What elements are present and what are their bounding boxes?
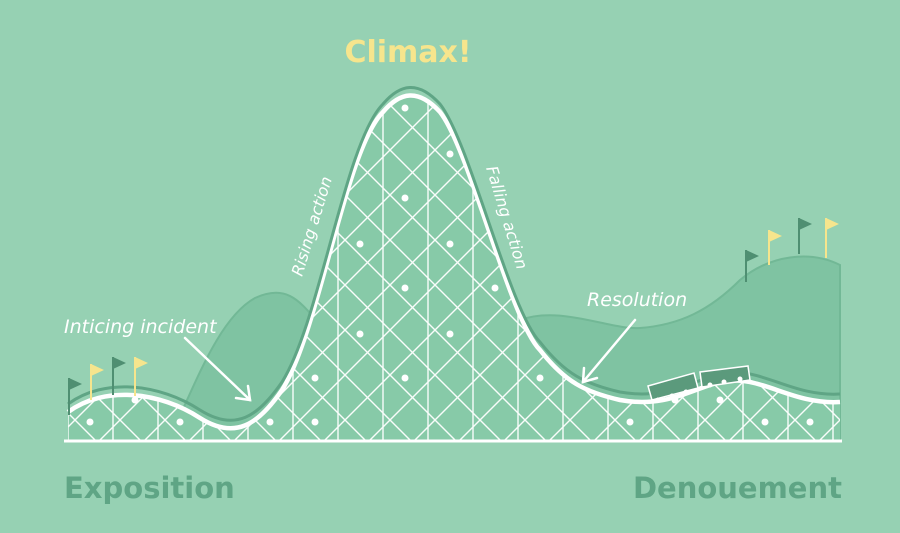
scaffold-brace <box>68 95 146 442</box>
scaffold-node <box>266 418 274 426</box>
denouement-label: Denouement <box>633 471 842 505</box>
resolution-label: Resolution <box>587 289 687 311</box>
scaffold-brace <box>860 80 900 445</box>
scaffold-node <box>806 418 814 426</box>
scaffold-node <box>716 396 724 404</box>
scaffold-node <box>401 374 409 382</box>
scaffold-brace <box>0 80 10 445</box>
climax-label: Climax! <box>344 35 471 70</box>
scaffold-brace <box>68 95 101 442</box>
scaffold-brace <box>860 80 900 445</box>
scaffold-node <box>491 284 499 292</box>
scaffold-node <box>536 374 544 382</box>
exposition-label: Exposition <box>64 471 235 505</box>
scaffold-node <box>356 240 364 248</box>
scaffold-node <box>626 418 634 426</box>
scaffold-brace <box>0 80 55 445</box>
scaffold-brace <box>68 95 146 442</box>
scaffold-node <box>671 396 679 404</box>
coaster-track <box>66 93 841 431</box>
scaffold-brace <box>68 95 371 442</box>
coaster-train <box>647 365 751 403</box>
scaffold-node <box>401 284 409 292</box>
scaffold-brace <box>679 95 840 442</box>
scaffold-brace <box>0 80 10 445</box>
scaffold-node <box>401 104 409 112</box>
scaffold-node <box>86 418 94 426</box>
flags-right <box>745 218 839 282</box>
scaffold-node <box>446 150 454 158</box>
scaffold-brace <box>68 95 101 442</box>
scaffold-brace <box>0 80 55 445</box>
flags-left <box>68 357 148 415</box>
scaffold-node <box>176 418 184 426</box>
scaffold-node <box>131 396 139 404</box>
scaffold-node <box>761 418 769 426</box>
scaffold-node <box>311 374 319 382</box>
arrow-resolution <box>581 318 637 384</box>
scaffold-node <box>311 418 319 426</box>
track-joints <box>86 104 814 426</box>
scaffold-node <box>356 330 364 338</box>
scaffold-node <box>446 240 454 248</box>
scaffold-node <box>401 194 409 202</box>
arrow-inciting <box>183 336 252 402</box>
scaffold-node <box>446 330 454 338</box>
inciting-incident-label: Inticing incident <box>64 316 218 338</box>
